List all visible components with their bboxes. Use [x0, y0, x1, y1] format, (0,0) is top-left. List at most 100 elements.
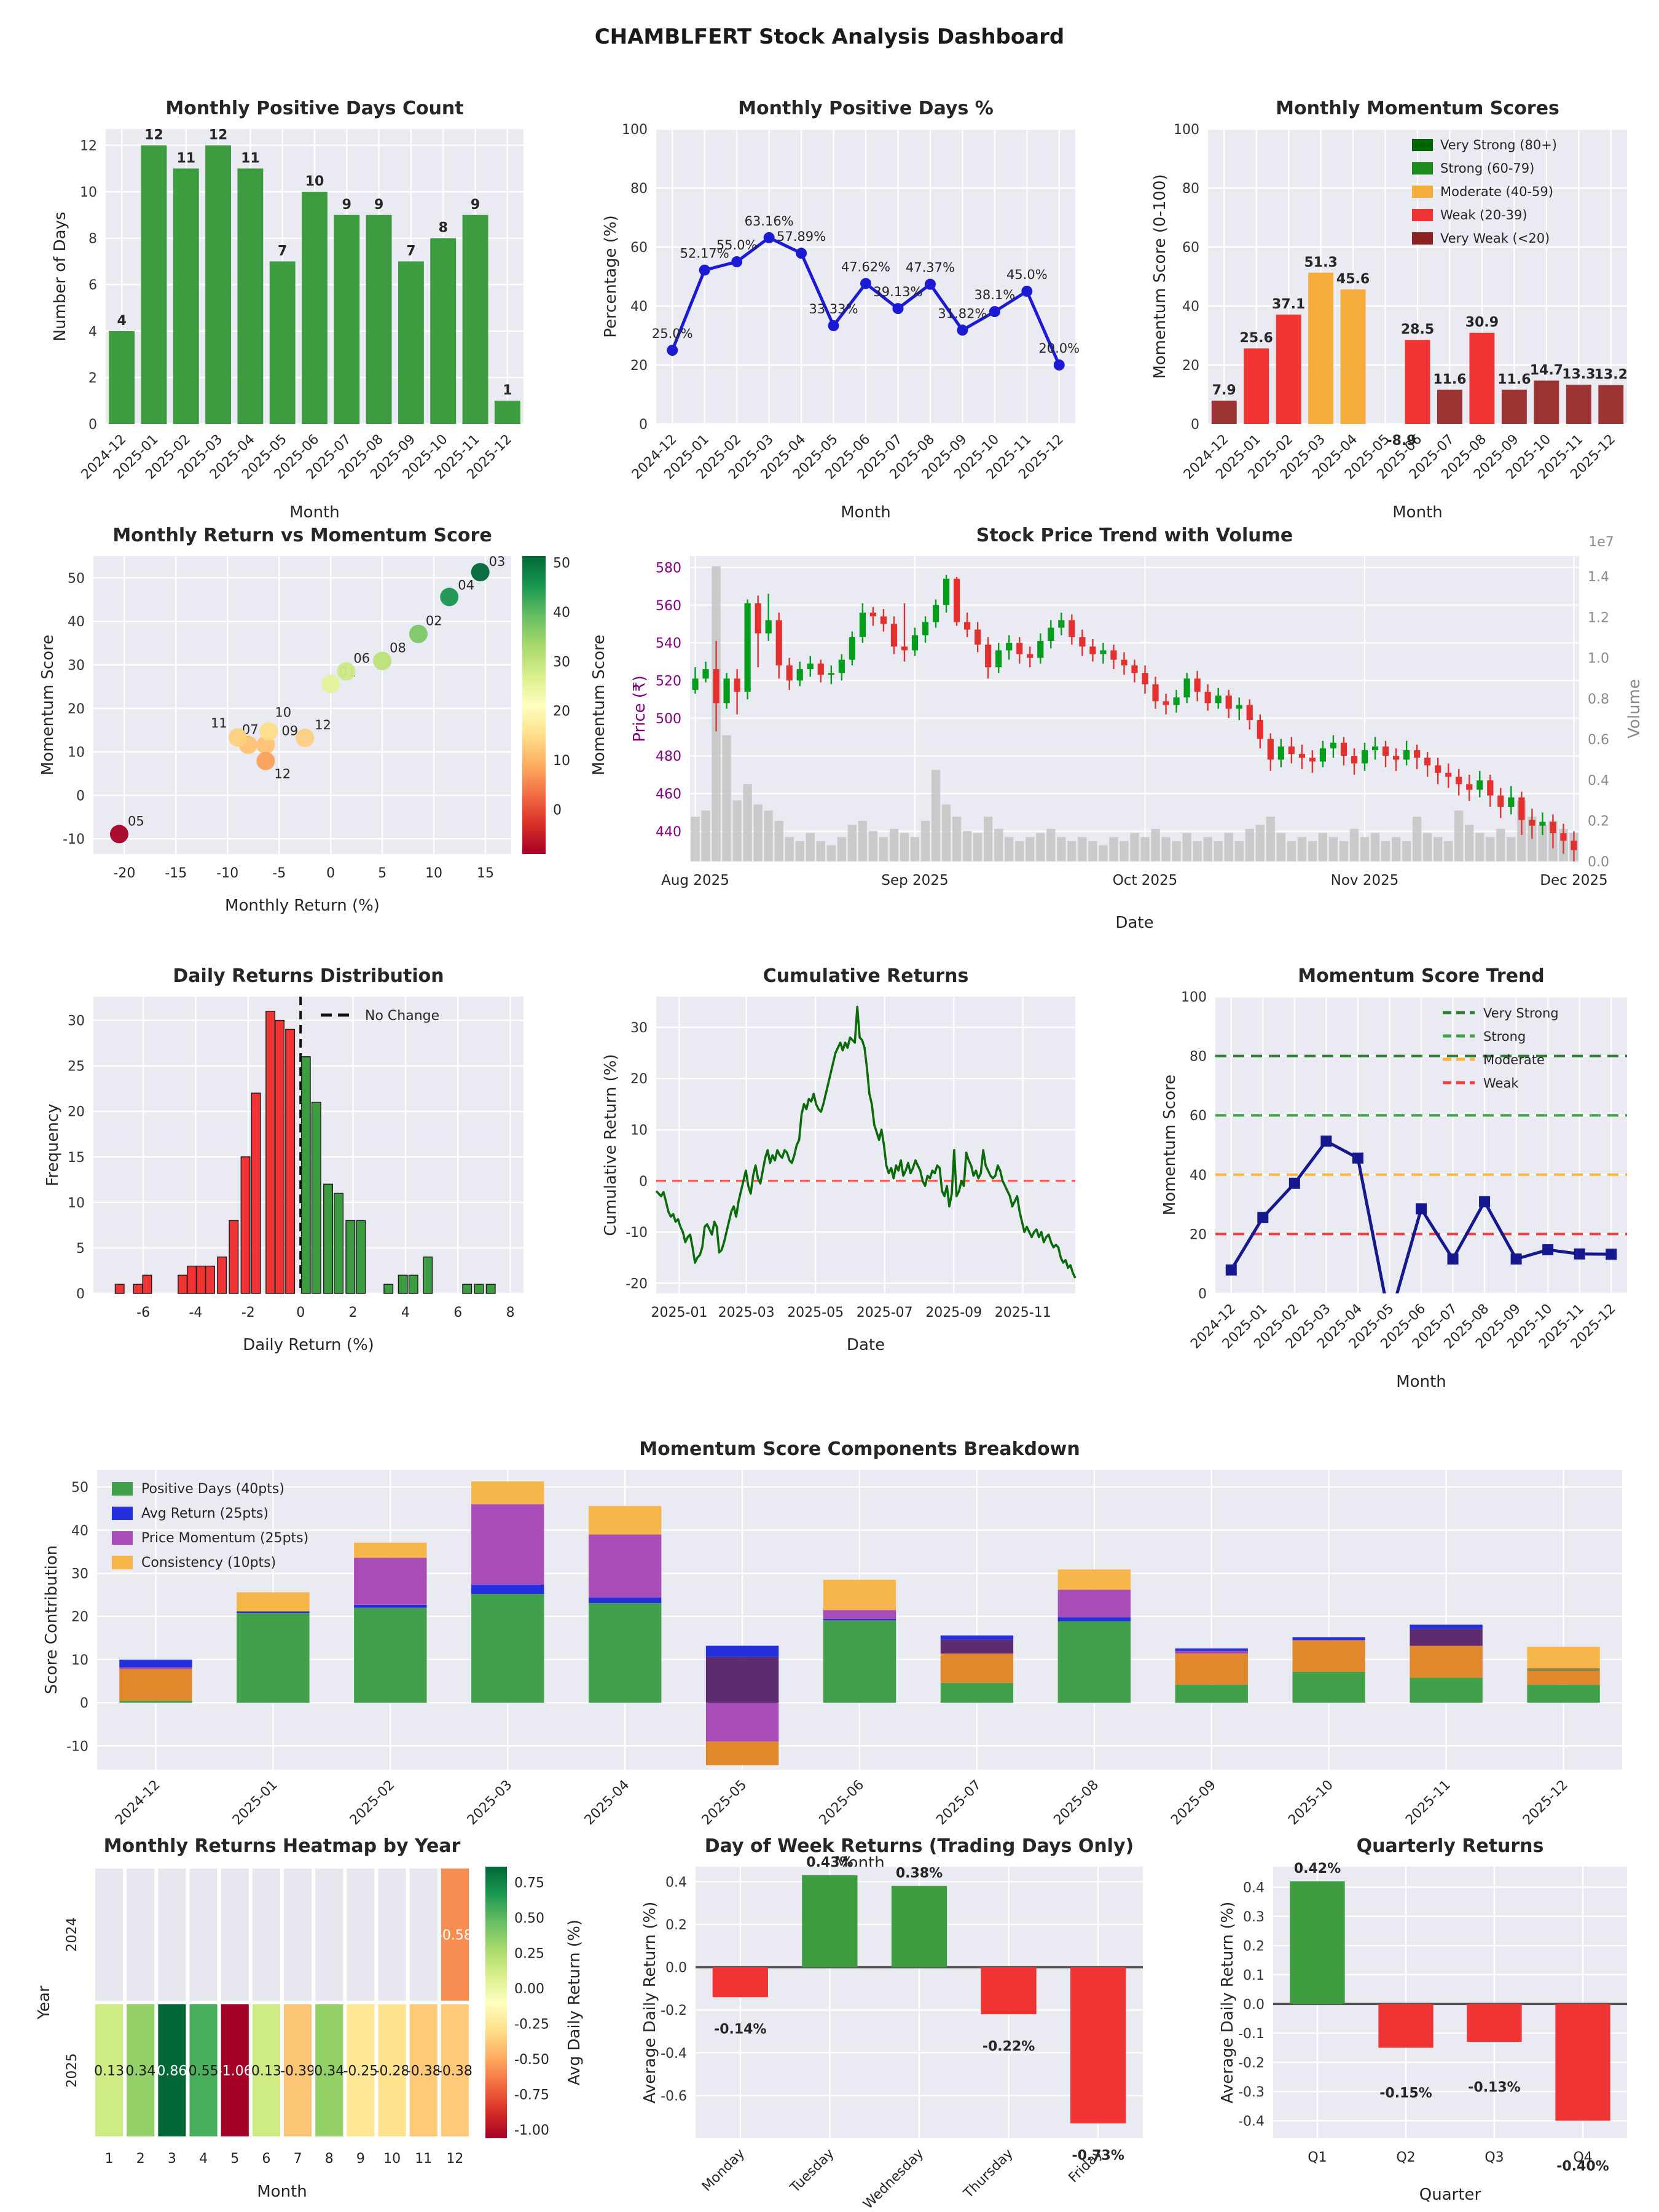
svg-text:2025-11: 2025-11 — [995, 1305, 1051, 1320]
svg-text:0: 0 — [80, 1696, 88, 1711]
svg-text:5: 5 — [230, 2151, 239, 2167]
svg-text:15: 15 — [477, 866, 494, 881]
chart-positive_days_pct: 0 20 40 60 80 100 Monthly Positive Days % Perce… — [602, 98, 1080, 522]
svg-text:20: 20 — [630, 358, 648, 374]
svg-text:20: 20 — [1182, 358, 1199, 374]
svg-text:-0.2: -0.2 — [661, 2003, 687, 2018]
svg-text:520: 520 — [656, 673, 681, 689]
svg-text:63.16%: 63.16% — [745, 214, 794, 229]
svg-text:-0.25: -0.25 — [514, 2017, 549, 2033]
svg-text:-10: -10 — [216, 866, 238, 881]
svg-text:2025-05: 2025-05 — [787, 1305, 844, 1320]
svg-text:Month: Month — [841, 503, 891, 522]
svg-text:0.25: 0.25 — [514, 1946, 544, 1961]
svg-text:0.2: 0.2 — [1243, 1939, 1265, 1954]
svg-text:2025-03: 2025-03 — [718, 1305, 775, 1320]
svg-text:0.4: 0.4 — [1588, 773, 1609, 788]
svg-text:2024-12: 2024-12 — [112, 1778, 163, 1829]
svg-text:0.8: 0.8 — [1588, 692, 1609, 707]
svg-text:Tuesday: Tuesday — [787, 2146, 837, 2197]
svg-text:12: 12 — [80, 138, 97, 154]
svg-text:7: 7 — [278, 243, 287, 259]
svg-text:Daily Returns Distribution: Daily Returns Distribution — [173, 965, 444, 987]
svg-text:60: 60 — [630, 240, 648, 256]
svg-text:0.2: 0.2 — [1588, 814, 1609, 830]
svg-text:39.13%: 39.13% — [873, 284, 922, 299]
svg-text:0: 0 — [76, 1287, 85, 1302]
svg-text:11: 11 — [211, 716, 227, 731]
svg-text:Stock Price Trend with Volume: Stock Price Trend with Volume — [976, 525, 1293, 546]
chart-momentum_scores: 0 20 40 60 80 100 Monthly Momentum Scores Momen… — [1151, 98, 1628, 522]
svg-text:15: 15 — [68, 1150, 85, 1166]
svg-text:0.34: 0.34 — [125, 2064, 155, 2079]
svg-text:25.6: 25.6 — [1240, 331, 1273, 346]
svg-text:-20: -20 — [113, 866, 135, 881]
svg-text:50: 50 — [68, 571, 85, 586]
svg-text:20: 20 — [71, 1610, 88, 1625]
svg-text:2024: 2024 — [65, 1918, 80, 1952]
svg-text:50: 50 — [553, 555, 570, 571]
svg-text:Monthly Returns Heatmap by Yea: Monthly Returns Heatmap by Year — [104, 1835, 461, 1857]
svg-text:1: 1 — [105, 2151, 114, 2167]
svg-text:8: 8 — [88, 232, 97, 247]
svg-text:2025-11: 2025-11 — [1403, 1778, 1454, 1829]
svg-text:12: 12 — [274, 766, 291, 781]
svg-text:0: 0 — [553, 803, 562, 818]
svg-text:Price (₹): Price (₹) — [630, 675, 649, 742]
svg-text:Avg Daily Return (%): Avg Daily Return (%) — [565, 1920, 584, 2085]
svg-text:1: 1 — [503, 383, 512, 398]
svg-text:Oct 2025: Oct 2025 — [1113, 873, 1178, 888]
svg-text:460: 460 — [656, 787, 681, 802]
svg-text:-0.22%: -0.22% — [982, 2039, 1035, 2054]
svg-text:0: 0 — [326, 866, 335, 881]
svg-text:25: 25 — [68, 1059, 85, 1075]
svg-text:0: 0 — [296, 1305, 305, 1320]
svg-text:20: 20 — [630, 1072, 648, 1087]
svg-text:Month: Month — [1392, 503, 1443, 522]
svg-text:-0.4: -0.4 — [661, 2046, 687, 2061]
svg-text:Very Strong: Very Strong — [1483, 1006, 1559, 1021]
svg-text:-0.4: -0.4 — [1238, 2114, 1265, 2129]
svg-text:100: 100 — [1181, 990, 1207, 1005]
svg-text:-0.75: -0.75 — [514, 2088, 549, 2103]
svg-text:2025-07: 2025-07 — [933, 1778, 984, 1829]
svg-text:Cumulative Returns: Cumulative Returns — [763, 965, 969, 987]
svg-text:80: 80 — [1182, 181, 1199, 197]
svg-text:Weak: Weak — [1483, 1076, 1519, 1091]
svg-text:55.0%: 55.0% — [716, 238, 758, 253]
svg-text:Score Contribution: Score Contribution — [42, 1545, 61, 1695]
svg-text:4: 4 — [117, 313, 126, 329]
svg-text:Thursday: Thursday — [960, 2146, 1016, 2202]
svg-text:9: 9 — [374, 197, 383, 213]
svg-text:Momentum Score: Momentum Score — [1161, 1075, 1179, 1215]
svg-text:20: 20 — [68, 1105, 85, 1120]
svg-text:Cumulative Return (%): Cumulative Return (%) — [602, 1054, 620, 1236]
svg-text:50: 50 — [71, 1480, 88, 1496]
svg-text:10: 10 — [68, 1196, 85, 1211]
svg-text:11: 11 — [241, 151, 260, 166]
svg-text:10: 10 — [425, 866, 442, 881]
svg-text:0.13: 0.13 — [94, 2064, 124, 2079]
svg-text:11.6: 11.6 — [1497, 372, 1531, 387]
svg-text:2: 2 — [349, 1305, 358, 1320]
svg-text:0.0: 0.0 — [1243, 1997, 1265, 2012]
svg-text:2025-05: 2025-05 — [699, 1778, 750, 1829]
svg-text:25.0%: 25.0% — [652, 326, 693, 341]
svg-text:2025-09: 2025-09 — [1168, 1778, 1219, 1829]
svg-text:Monthly Momentum Scores: Monthly Momentum Scores — [1276, 98, 1559, 119]
svg-text:-0.38: -0.38 — [406, 2064, 441, 2079]
svg-text:0: 0 — [639, 417, 648, 433]
svg-text:560: 560 — [656, 598, 681, 614]
svg-text:0.00: 0.00 — [514, 1982, 544, 1997]
svg-text:2025: 2025 — [65, 2053, 80, 2088]
chart-price_volume: 440 460 480 500 520 540 560 580 Stock Price Tren… — [630, 525, 1644, 932]
svg-text:-0.14%: -0.14% — [714, 2022, 766, 2037]
svg-text:100: 100 — [622, 122, 648, 138]
svg-text:Aug 2025: Aug 2025 — [661, 873, 729, 888]
svg-text:Monthly Positive Days Count: Monthly Positive Days Count — [165, 98, 463, 119]
svg-text:31.82%: 31.82% — [938, 306, 987, 321]
svg-text:03: 03 — [489, 554, 506, 569]
chart-quarterly: 0.4 0.3 0.2 0.1 0.0 -0.1 -0.2 -0.3 -0.4 Quarterly… — [1218, 1835, 1627, 2204]
svg-text:Month: Month — [1396, 1373, 1446, 1391]
svg-text:11: 11 — [176, 151, 195, 166]
